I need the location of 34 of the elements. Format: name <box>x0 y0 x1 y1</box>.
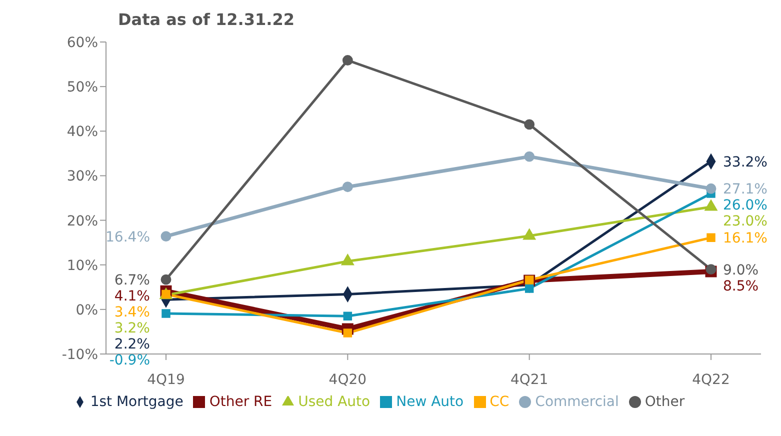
x-tick-label: 4Q21 <box>510 372 548 388</box>
y-tick-label: 60% <box>66 34 98 51</box>
data-label: 33.2% <box>723 154 768 170</box>
y-tick-label: 10% <box>66 258 98 274</box>
data-label: 27.1% <box>723 182 768 198</box>
data-label: 8.5% <box>723 278 759 294</box>
x-tick-label: 4Q19 <box>147 372 185 388</box>
data-label: 16.4% <box>106 229 150 246</box>
legend-label: 1st Mortgage <box>90 394 184 410</box>
data-label: 16.1% <box>723 230 768 247</box>
data-label: 26.0% <box>723 198 768 214</box>
y-tick-label: 20% <box>66 213 98 230</box>
data-label: -0.9% <box>109 352 150 369</box>
data-label: 23.0% <box>723 214 768 230</box>
legend-label: New Auto <box>396 394 464 410</box>
data-label: 6.7% <box>114 272 150 289</box>
y-tick-label: 0% <box>76 302 98 318</box>
data-label: 9.0% <box>723 262 759 278</box>
legend-label: Other <box>644 394 685 410</box>
x-tick-label: 4Q22 <box>692 372 730 388</box>
chart-title: Data as of 12.31.22 <box>118 10 294 29</box>
x-tick-label: 4Q20 <box>328 372 367 388</box>
y-tick-label: 40% <box>66 124 98 140</box>
y-tick-label: 30% <box>66 168 98 185</box>
data-label: 3.2% <box>114 320 150 337</box>
data-label: 2.2% <box>114 336 150 353</box>
data-label: 3.4% <box>114 304 150 321</box>
legend-label: CC <box>490 394 510 410</box>
legend-label: Commercial <box>535 394 619 410</box>
y-tick-label: 50% <box>66 80 98 96</box>
data-label: 4.1% <box>114 288 150 305</box>
y-tick-label: -10% <box>62 346 98 363</box>
legend-label: Other RE <box>209 394 272 410</box>
legend-label: Used Auto <box>298 394 370 410</box>
